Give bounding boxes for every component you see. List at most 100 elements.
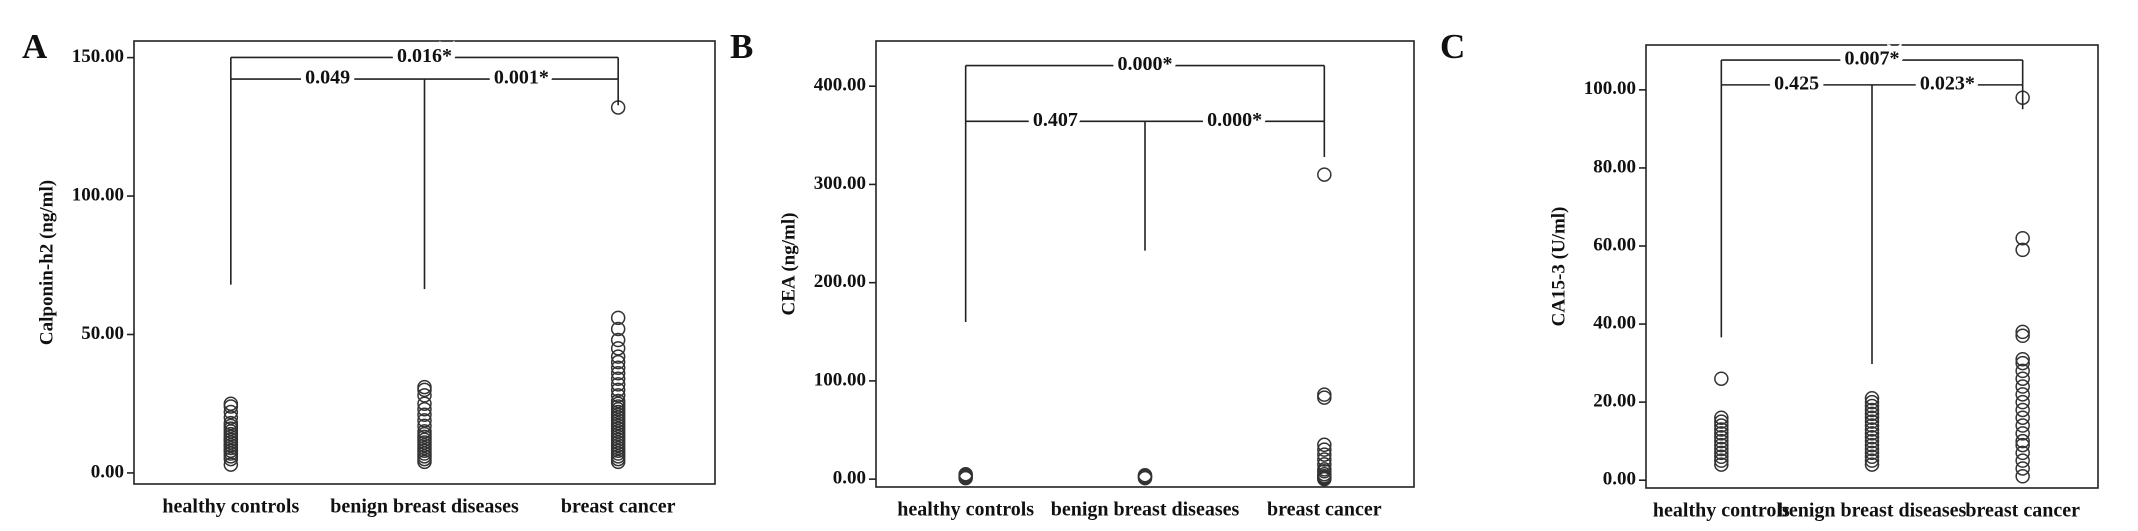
data-point [1317, 387, 1332, 402]
data-point [2015, 387, 2030, 402]
data-point [1864, 457, 1880, 472]
y-axis-label: CEA (ng/ml) [778, 213, 799, 316]
y-tick-label: 100.00 [72, 184, 124, 205]
y-tick-label: 0.00 [1603, 469, 1636, 490]
data-point [1137, 467, 1153, 483]
data-point [2015, 469, 2030, 484]
plot-frame [875, 40, 1415, 488]
x-tick-label: breast cancer [1267, 499, 1382, 521]
y-tick-label: 80.00 [1593, 156, 1636, 177]
p-value-label: 0.425 [1774, 72, 1819, 94]
data-point [417, 379, 432, 395]
data-point [1864, 390, 1880, 406]
y-tick-label: 300.00 [814, 173, 866, 194]
data-point [1714, 418, 1729, 433]
data-point [417, 401, 432, 417]
plot-frame [133, 40, 716, 485]
data-point [610, 382, 626, 398]
data-point [1317, 462, 1332, 477]
data-point [1714, 433, 1729, 449]
data-point [223, 404, 239, 420]
data-point [2015, 394, 2030, 410]
y-tick-label: 150.00 [72, 46, 124, 67]
data-point [1714, 430, 1729, 445]
x-tick-label: healthy controls [162, 496, 299, 518]
panel-letter: A [22, 27, 48, 66]
data-point [2015, 351, 2030, 367]
data-point [1864, 398, 1880, 414]
data-point [417, 418, 432, 434]
data-point [1714, 453, 1729, 468]
data-point [1317, 452, 1332, 467]
data-point [2015, 328, 2030, 344]
panel-letter: C [1440, 27, 1465, 66]
data-point [2015, 418, 2030, 433]
data-point [1317, 167, 1332, 182]
data-point [610, 366, 626, 381]
data-point [417, 424, 432, 439]
data-point [2015, 453, 2030, 468]
data-point [2015, 230, 2030, 246]
data-point [1864, 453, 1880, 468]
y-tick-label: 40.00 [1593, 312, 1636, 333]
data-point [610, 354, 626, 370]
p-value-label: 0.016* [397, 45, 452, 67]
y-tick-label: 100.00 [814, 369, 866, 390]
data-point [1864, 426, 1880, 441]
data-point [223, 457, 239, 472]
data-point [417, 413, 432, 428]
data-point [1714, 422, 1729, 437]
data-point [1864, 394, 1880, 410]
data-point [417, 388, 432, 403]
data-point [610, 349, 626, 364]
data-point [1864, 414, 1880, 429]
data-point [610, 310, 626, 326]
panel-letter: B [730, 27, 753, 66]
data-point [1864, 441, 1880, 457]
data-point [417, 407, 432, 423]
data-point [223, 415, 239, 431]
data-point [610, 377, 626, 392]
x-tick-label: healthy controls [897, 499, 1034, 521]
data-point [1317, 442, 1332, 457]
data-point [1864, 422, 1880, 437]
data-point [1864, 410, 1880, 425]
data-point [1317, 437, 1332, 453]
data-point [223, 396, 239, 411]
p-value-label: 0.407 [1033, 109, 1078, 131]
data-point [1864, 445, 1880, 461]
data-point [2015, 445, 2030, 461]
y-axis-label: Calponin-h2 (ng/ml) [36, 180, 57, 345]
data-point [1714, 426, 1729, 441]
x-tick-label: breast cancer [1965, 500, 2080, 522]
x-tick-label: healthy controls [1653, 500, 1790, 522]
data-point [1864, 430, 1880, 445]
data-point [610, 332, 626, 348]
data-point [1317, 457, 1332, 472]
data-point [417, 396, 432, 411]
data-point [2015, 371, 2030, 386]
x-tick-label: benign breast diseases [1778, 500, 1967, 522]
x-tick-label: benign breast diseases [1051, 499, 1240, 521]
data-point [2015, 242, 2030, 258]
y-tick-label: 20.00 [1593, 390, 1636, 411]
data-point [610, 321, 626, 337]
data-point [1317, 390, 1332, 405]
x-tick-label: benign breast diseases [330, 496, 519, 518]
data-point [2015, 433, 2030, 449]
data-point [610, 388, 626, 403]
y-tick-label: 400.00 [814, 75, 866, 96]
x-tick-label: breast cancer [561, 496, 676, 518]
data-point [2015, 363, 2030, 379]
data-point [610, 371, 626, 387]
p-value-label: 0.007* [1845, 48, 1900, 70]
y-tick-label: 100.00 [1584, 78, 1636, 99]
data-point [1317, 447, 1332, 462]
data-point [610, 393, 626, 409]
data-point [1714, 371, 1729, 386]
data-point [1714, 449, 1729, 465]
data-point [2015, 355, 2030, 371]
data-point [2015, 461, 2030, 476]
data-point [1714, 457, 1729, 472]
data-point [1864, 433, 1880, 449]
